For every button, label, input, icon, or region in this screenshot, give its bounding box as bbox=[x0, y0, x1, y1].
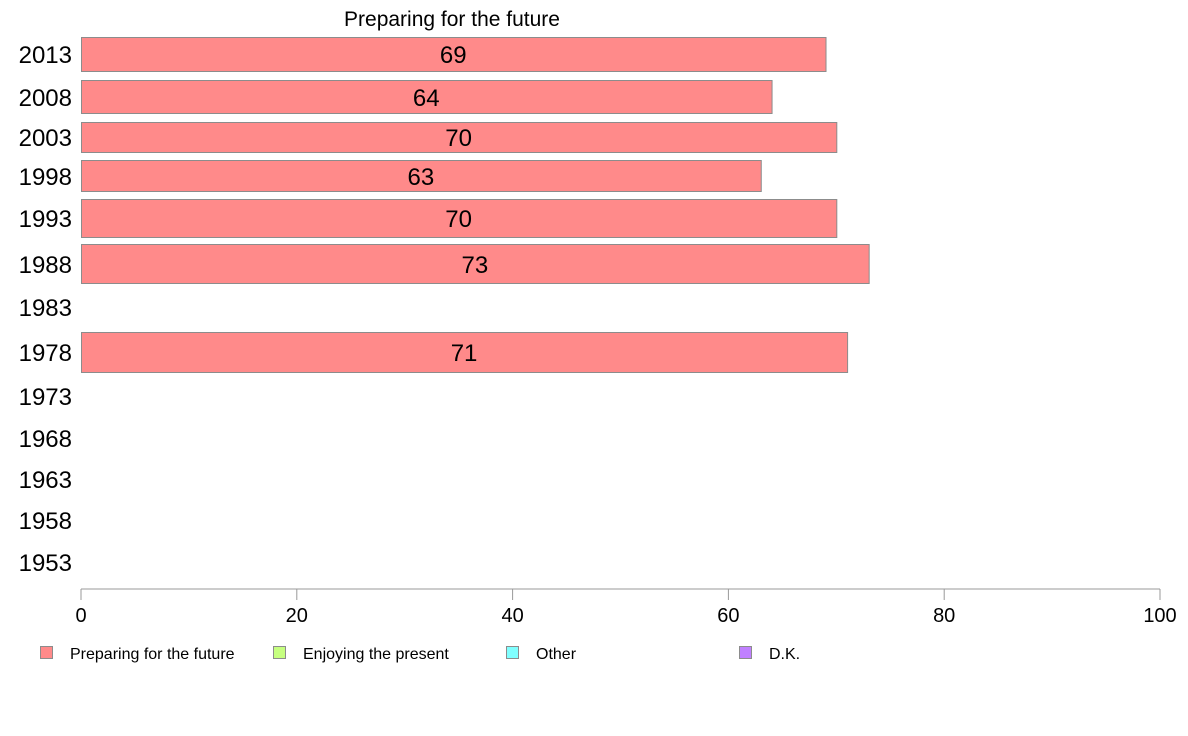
value-label-1978: 71 bbox=[451, 340, 478, 367]
year-label: 1973 bbox=[19, 384, 72, 411]
value-label-2008: 64 bbox=[413, 85, 440, 112]
legend-swatch bbox=[273, 646, 286, 659]
legend-swatch bbox=[739, 646, 752, 659]
year-label: 1963 bbox=[19, 467, 72, 494]
bar-1993 bbox=[81, 199, 838, 238]
x-tick-label: 80 bbox=[933, 605, 955, 627]
x-tick-label: 20 bbox=[286, 605, 308, 627]
bar-1998 bbox=[81, 160, 762, 192]
x-tick-label: 0 bbox=[75, 605, 86, 627]
value-label-1993: 70 bbox=[445, 206, 472, 233]
legend-label: Other bbox=[536, 646, 577, 663]
bar-2013 bbox=[81, 37, 827, 72]
bar-1988 bbox=[81, 244, 870, 284]
year-label: 2003 bbox=[19, 125, 72, 152]
value-label-2013: 69 bbox=[440, 42, 467, 69]
bar-2003 bbox=[81, 122, 838, 153]
year-label: 1988 bbox=[19, 252, 72, 279]
x-tick-label: 60 bbox=[717, 605, 739, 627]
year-label: 1958 bbox=[19, 508, 72, 535]
legend: Preparing for the future Enjoying the pre… bbox=[40, 646, 800, 663]
bar-1978 bbox=[81, 332, 849, 373]
bar-2008 bbox=[81, 80, 773, 114]
year-label: 1993 bbox=[19, 206, 72, 233]
legend-swatch bbox=[506, 646, 519, 659]
legend-label: Preparing for the future bbox=[70, 646, 235, 663]
x-axis-ticks: 0 20 40 60 80 100 bbox=[75, 589, 1177, 627]
year-label: 1978 bbox=[19, 340, 72, 367]
legend-label: D.K. bbox=[769, 646, 800, 663]
year-label: 1998 bbox=[19, 164, 72, 191]
year-label: 1983 bbox=[19, 295, 72, 322]
year-label: 1968 bbox=[19, 426, 72, 453]
value-label-1998: 63 bbox=[408, 164, 435, 191]
year-label: 1953 bbox=[19, 550, 72, 577]
chart-title: Preparing for the future bbox=[344, 8, 560, 31]
year-labels: 2013 2008 2003 1998 1993 1988 1983 1978 1973 1968… bbox=[19, 42, 72, 577]
year-label: 2008 bbox=[19, 85, 72, 112]
legend-label: Enjoying the present bbox=[303, 646, 449, 663]
year-label: 2013 bbox=[19, 42, 72, 69]
x-tick-label: 40 bbox=[501, 605, 523, 627]
bars bbox=[81, 37, 870, 373]
legend-swatch bbox=[40, 646, 53, 659]
value-label-1988: 73 bbox=[461, 252, 488, 279]
x-tick-label: 100 bbox=[1143, 605, 1176, 627]
value-label-2003: 70 bbox=[445, 125, 472, 152]
